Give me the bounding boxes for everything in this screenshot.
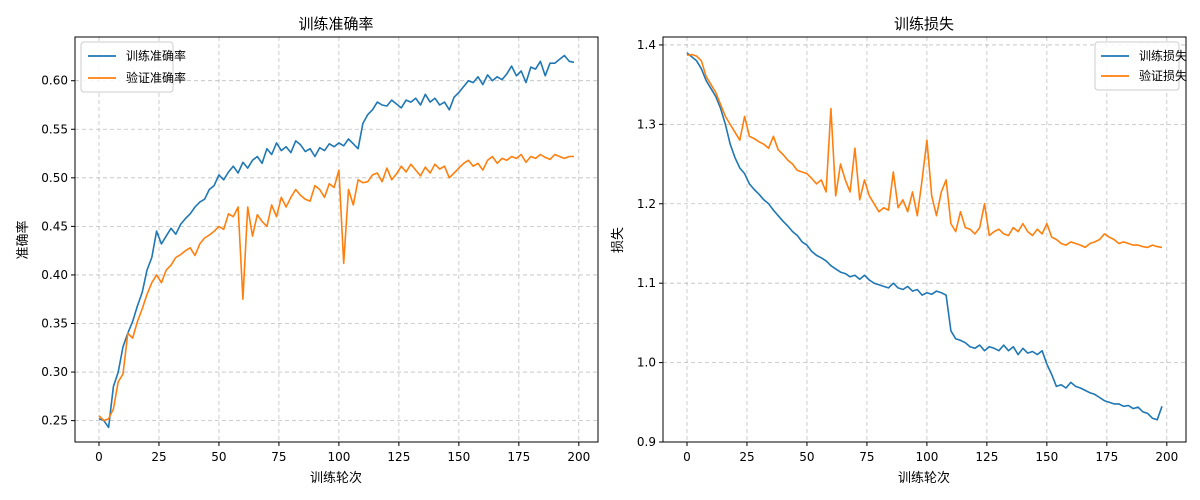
loss-y-tick-label: 1.4 bbox=[637, 38, 656, 52]
acc-y-tick-label: 0.55 bbox=[41, 122, 68, 136]
loss-y-tick-label: 1.1 bbox=[637, 276, 656, 290]
loss-series-line-1 bbox=[686, 53, 1163, 249]
accuracy-legend: 训练准确率 验证准确率 bbox=[80, 41, 186, 93]
accuracy-axis-ticks: 0 25 50 75 100 125 150 175 200 0.25 0.30 0.35 0.40 0.… bbox=[41, 74, 590, 464]
acc-y-tick-label: 0.60 bbox=[41, 74, 68, 88]
loss-y-tick-label: 1.2 bbox=[637, 197, 656, 211]
loss-grid bbox=[663, 37, 1186, 443]
loss-x-tick-label: 150 bbox=[1035, 450, 1058, 464]
acc-series-line-0 bbox=[98, 54, 575, 429]
accuracy-chart-title: 训练准确率 bbox=[298, 15, 373, 33]
loss-x-tick-label: 175 bbox=[1095, 450, 1118, 464]
loss-y-tick-label: 0.9 bbox=[637, 435, 656, 449]
loss-x-tick-label: 125 bbox=[975, 450, 998, 464]
loss-plot-frame bbox=[662, 36, 1187, 443]
acc-x-tick-label: 0 bbox=[95, 450, 103, 464]
accuracy-chart: 训练准确率 0 25 50 75 100 125 150 175 200 0.25 0.30 0.35… bbox=[15, 15, 599, 486]
acc-y-tick-label: 0.50 bbox=[41, 171, 68, 185]
acc-x-tick-label: 175 bbox=[507, 450, 530, 464]
acc-series-line-1 bbox=[98, 153, 574, 422]
acc-x-tick-label: 150 bbox=[447, 450, 470, 464]
accuracy-plot-frame bbox=[74, 36, 599, 443]
loss-legend-box bbox=[1094, 41, 1180, 91]
loss-axis-ticks: 0 25 50 75 100 125 150 175 200 0.9 1.0 1.1 1.2 1.3 1.4 bbox=[637, 38, 1178, 464]
acc-y-tick-label: 0.45 bbox=[41, 219, 68, 233]
loss-x-tick-label: 200 bbox=[1155, 450, 1178, 464]
acc-y-tick-label: 0.35 bbox=[41, 317, 68, 331]
loss-x-tick-label: 75 bbox=[859, 450, 874, 464]
loss-x-tick-label: 100 bbox=[915, 450, 938, 464]
accuracy-y-axis-label: 准确率 bbox=[15, 220, 31, 259]
loss-x-axis-label: 训练轮次 bbox=[898, 470, 950, 486]
accuracy-legend-box bbox=[80, 41, 174, 93]
acc-y-tick-label: 0.40 bbox=[41, 268, 68, 282]
acc-y-tick-label: 0.25 bbox=[41, 414, 68, 428]
loss-y-tick-label: 1.3 bbox=[637, 117, 656, 131]
acc-x-tick-label: 50 bbox=[211, 450, 226, 464]
accuracy-grid bbox=[75, 37, 598, 442]
acc-y-tick-label: 0.30 bbox=[41, 365, 68, 379]
acc-x-tick-label: 25 bbox=[151, 450, 166, 464]
loss-series-lines bbox=[686, 52, 1163, 421]
accuracy-series-lines bbox=[98, 54, 575, 429]
acc-x-tick-label: 100 bbox=[327, 450, 350, 464]
accuracy-legend-label-train: 训练准确率 bbox=[126, 48, 186, 63]
loss-chart-title: 训练损失 bbox=[894, 15, 954, 33]
loss-x-tick-label: 25 bbox=[739, 450, 754, 464]
loss-y-tick-label: 1.0 bbox=[637, 356, 656, 370]
loss-x-tick-label: 0 bbox=[683, 450, 691, 464]
loss-legend-label-train: 训练损失 bbox=[1139, 48, 1187, 63]
acc-x-tick-label: 125 bbox=[387, 450, 410, 464]
acc-x-tick-label: 200 bbox=[567, 450, 590, 464]
accuracy-legend-label-val: 验证准确率 bbox=[126, 70, 186, 85]
loss-series-line-0 bbox=[686, 52, 1163, 421]
acc-x-tick-label: 75 bbox=[271, 450, 286, 464]
accuracy-x-axis-label: 训练轮次 bbox=[310, 470, 362, 486]
loss-y-axis-label: 损失 bbox=[611, 227, 626, 253]
loss-legend-label-val: 验证损失 bbox=[1139, 68, 1187, 83]
loss-x-tick-label: 50 bbox=[799, 450, 814, 464]
loss-chart: 训练损失 0 25 50 75 100 125 150 175 200 0.9 1.0 1.1 1.2 1… bbox=[611, 15, 1187, 486]
loss-legend: 训练损失 验证损失 bbox=[1094, 41, 1187, 91]
